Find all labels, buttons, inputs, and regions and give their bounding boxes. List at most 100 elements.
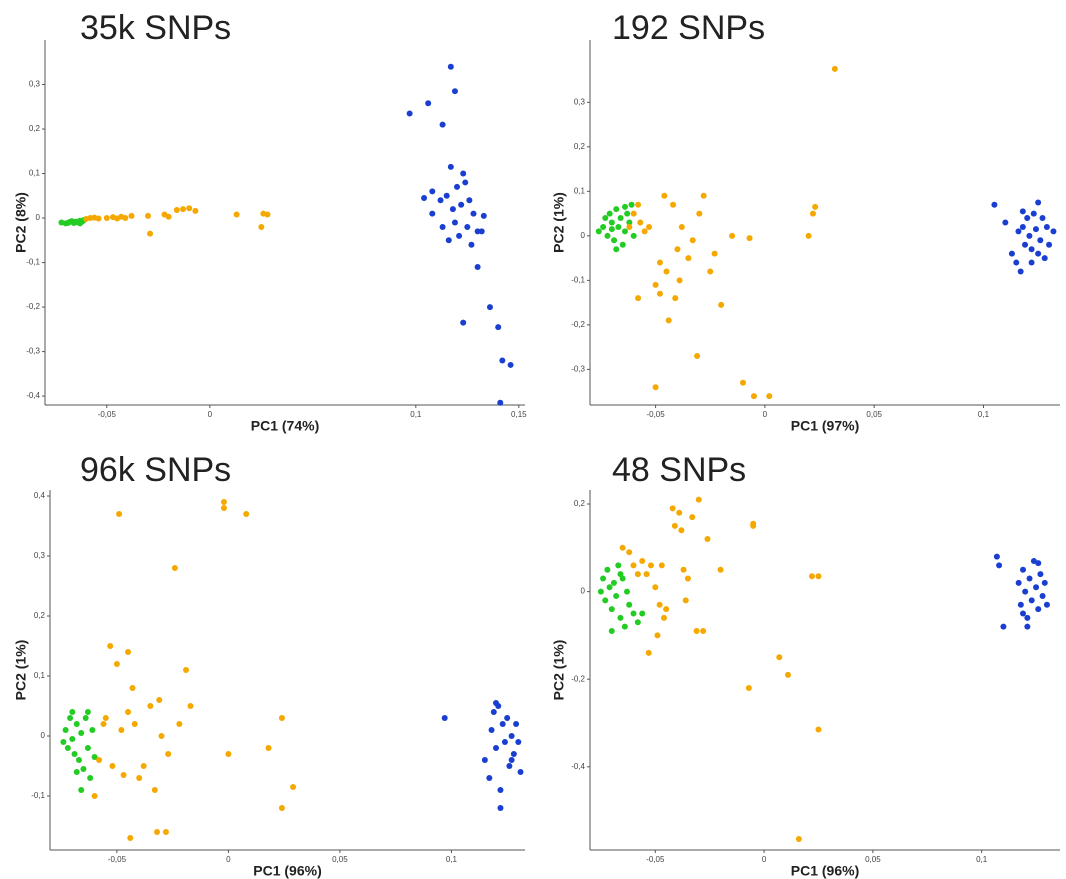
point xyxy=(429,210,436,217)
point xyxy=(815,726,822,733)
point xyxy=(96,757,103,763)
point xyxy=(1019,223,1026,230)
point xyxy=(187,703,194,709)
point xyxy=(140,763,147,769)
point xyxy=(676,277,683,284)
point xyxy=(183,667,190,673)
point xyxy=(95,215,102,222)
point xyxy=(443,192,450,199)
point xyxy=(84,745,91,751)
y-tick-label: 0,3 xyxy=(574,97,586,106)
point xyxy=(746,235,753,242)
y-tick-label: -0,1 xyxy=(571,275,585,284)
point xyxy=(805,232,812,239)
point xyxy=(1028,246,1035,253)
point xyxy=(1043,223,1050,230)
x-axis-label: PC1 (97%) xyxy=(791,418,859,434)
point xyxy=(693,628,700,635)
point xyxy=(451,88,458,95)
point xyxy=(621,623,628,630)
point xyxy=(102,715,109,721)
point xyxy=(652,281,659,288)
point xyxy=(490,709,497,715)
x-axis-label: PC1 (96%) xyxy=(791,863,859,879)
point xyxy=(145,212,152,219)
y-tick-label: -0,3 xyxy=(26,347,40,356)
point xyxy=(456,232,463,239)
point xyxy=(993,553,1000,560)
point xyxy=(635,295,642,302)
point xyxy=(689,514,696,521)
y-tick-label: 0 xyxy=(581,587,586,596)
point xyxy=(745,684,752,691)
point xyxy=(447,63,454,70)
point xyxy=(69,736,76,742)
point xyxy=(103,215,110,222)
point xyxy=(437,197,444,204)
y-tick-label: -0,4 xyxy=(26,391,40,400)
point xyxy=(661,192,668,199)
point xyxy=(116,511,123,517)
point xyxy=(109,763,116,769)
point xyxy=(1030,210,1037,217)
point xyxy=(120,772,127,778)
point xyxy=(604,232,611,239)
point xyxy=(176,721,183,727)
point xyxy=(429,188,436,195)
point xyxy=(623,588,630,595)
x-tick-label: 0,15 xyxy=(511,410,527,419)
x-tick-label: 0,05 xyxy=(866,410,882,419)
point xyxy=(278,715,285,721)
x-tick-label: -0,05 xyxy=(98,410,117,419)
point xyxy=(630,210,637,217)
point xyxy=(665,317,672,324)
x-tick-label: 0,1 xyxy=(446,855,458,864)
x-tick-label: 0,1 xyxy=(410,410,422,419)
point xyxy=(87,775,94,781)
point xyxy=(165,751,172,757)
point xyxy=(652,584,659,591)
x-tick-label: 0 xyxy=(763,410,768,419)
point xyxy=(1037,237,1044,244)
point xyxy=(128,212,135,219)
point xyxy=(670,201,677,208)
point xyxy=(652,384,659,391)
point xyxy=(162,829,169,835)
chart-title: 192 SNPs xyxy=(612,9,765,47)
point xyxy=(290,784,297,790)
point xyxy=(639,610,646,617)
point xyxy=(1041,255,1048,262)
point xyxy=(1019,208,1026,215)
point xyxy=(151,787,158,793)
point xyxy=(1050,228,1057,235)
y-axis-label: PC2 (1%) xyxy=(13,640,29,701)
point xyxy=(507,361,514,368)
point xyxy=(1035,199,1042,206)
point xyxy=(643,571,650,578)
point xyxy=(676,509,683,516)
point xyxy=(77,220,84,227)
point xyxy=(700,628,707,635)
point xyxy=(60,739,67,745)
point xyxy=(1028,259,1035,266)
point xyxy=(611,237,618,244)
point xyxy=(696,210,703,217)
x-axis-label: PC1 (74%) xyxy=(251,418,319,434)
point xyxy=(125,709,132,715)
point xyxy=(645,649,652,656)
point xyxy=(704,536,711,543)
point xyxy=(91,793,98,799)
point xyxy=(626,219,633,226)
point xyxy=(684,575,691,582)
point xyxy=(265,745,272,751)
point xyxy=(499,357,506,364)
point xyxy=(615,562,622,569)
point xyxy=(84,709,91,715)
point xyxy=(91,754,98,760)
point xyxy=(812,203,819,210)
point xyxy=(449,206,456,213)
point xyxy=(454,183,461,190)
point xyxy=(1024,614,1031,621)
point xyxy=(220,505,227,511)
x-tick-label: 0,05 xyxy=(332,855,348,864)
